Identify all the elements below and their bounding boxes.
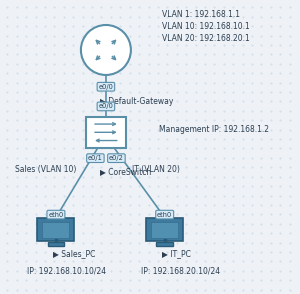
Text: eth0: eth0 [48,212,64,218]
FancyBboxPatch shape [146,218,183,241]
Text: eth0: eth0 [157,212,172,218]
Text: IT (VLAN 20): IT (VLAN 20) [132,165,180,173]
FancyBboxPatch shape [47,242,64,246]
Text: VLAN 10: 192.168.10.1: VLAN 10: 192.168.10.1 [162,22,250,31]
FancyBboxPatch shape [156,242,173,246]
Text: IP: 192.168.20.10/24: IP: 192.168.20.10/24 [141,266,220,275]
FancyBboxPatch shape [38,218,74,241]
Text: e0/2: e0/2 [109,155,124,161]
Text: ▶ CoreSwitch: ▶ CoreSwitch [100,167,151,176]
Text: VLAN 1: 192.168.1.1: VLAN 1: 192.168.1.1 [162,10,240,19]
Text: Sales (VLAN 10): Sales (VLAN 10) [15,165,76,173]
Text: IP: 192.168.10.10/24: IP: 192.168.10.10/24 [26,266,106,275]
Text: VLAN 20: 192.168.20.1: VLAN 20: 192.168.20.1 [162,34,250,43]
FancyBboxPatch shape [151,222,178,238]
Text: ▶ Sales_PC: ▶ Sales_PC [53,249,95,258]
Text: Management IP: 192.168.1.2: Management IP: 192.168.1.2 [159,125,269,134]
Text: e0/0: e0/0 [98,84,113,90]
Text: e0/0: e0/0 [98,103,113,109]
Text: e0/1: e0/1 [88,155,103,161]
FancyBboxPatch shape [86,117,126,148]
FancyBboxPatch shape [42,222,69,238]
Text: ▶ IT_PC: ▶ IT_PC [162,249,190,258]
Circle shape [81,25,131,75]
Text: ▶ Default-Gateway: ▶ Default-Gateway [100,97,173,106]
